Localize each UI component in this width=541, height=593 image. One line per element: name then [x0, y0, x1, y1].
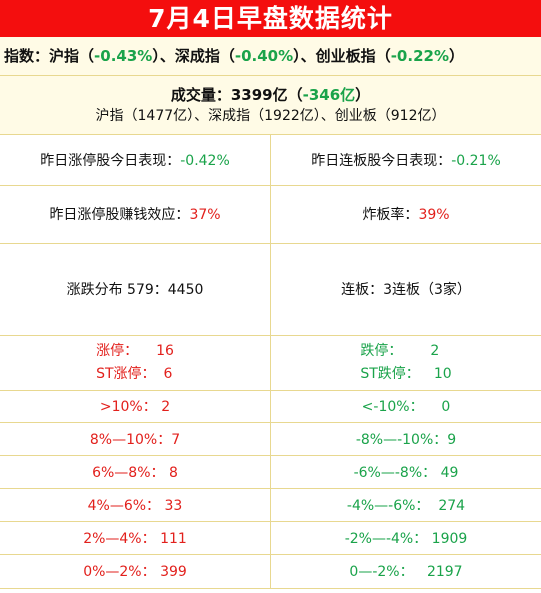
index-sh-name: 沪指 — [49, 47, 80, 65]
range-down-cell: <-10%： 0 — [270, 390, 541, 423]
lb-performance-cell: 昨日连板股今日表现：-0.21% — [270, 135, 541, 186]
range-down-value: 9 — [447, 431, 457, 448]
table-row: >10%： 2 <-10%： 0 — [0, 390, 541, 423]
zt-performance-cell: 昨日涨停股今日表现：-0.42% — [0, 135, 271, 186]
index-cyb-name: 创业板指 — [315, 47, 376, 65]
limit-down-value: 2 — [430, 342, 440, 359]
paren: （ — [79, 47, 95, 65]
range-down-label: -8%—-10%： — [355, 431, 448, 448]
zhaban-label: 炸板率： — [362, 207, 419, 223]
volume-change: -346亿 — [302, 86, 356, 104]
index-sz-value: -0.40% — [234, 47, 294, 65]
zt-profit-label: 昨日涨停股赚钱效应： — [49, 207, 190, 223]
range-up-label: 0%—2%： — [83, 564, 156, 580]
table-row: 涨停： 16 ST涨停： 6 跌停： 2 ST跌停： 10 — [0, 335, 541, 391]
range-up-label: 8%—10%： — [89, 431, 172, 448]
range-down-value: 274 — [438, 497, 466, 514]
lianban-cell: 连板：3连板（3家） — [270, 243, 541, 336]
range-down-value: 0 — [441, 399, 451, 415]
range-down-cell: -6%—-8%： 49 — [270, 455, 541, 489]
range-up-value: 8 — [168, 464, 178, 481]
range-up-cell: 6%—8%： 8 — [0, 455, 271, 489]
paren: ） — [293, 47, 301, 65]
range-down-value: 49 — [440, 464, 459, 481]
lb-performance-value: -0.21% — [451, 152, 501, 169]
range-down-label: -2%—-4%： — [344, 530, 428, 547]
limit-down-label: 跌停： — [360, 342, 403, 359]
table-row: 6%—8%： 8 -6%—-8%： 49 — [0, 455, 541, 489]
separator: 、 — [159, 47, 175, 65]
paren: ） — [355, 86, 371, 104]
st-limit-down-value: 10 — [433, 365, 452, 382]
table-row: 8%—10%：7 -8%—-10%：9 — [0, 422, 541, 456]
range-up-cell: 0%—2%： 399 — [0, 554, 271, 589]
range-up-cell: 8%—10%：7 — [0, 422, 271, 456]
paren: （ — [219, 47, 235, 65]
range-down-label: -6%—-8%： — [353, 464, 437, 481]
range-up-value: 33 — [164, 497, 183, 514]
volume-breakdown: 沪指（1477亿）、深成指（1922亿）、创业板（912亿） — [95, 108, 446, 124]
index-label: 指数： — [4, 47, 50, 65]
range-up-label: 2%—4%： — [83, 530, 156, 547]
range-up-value: 7 — [171, 431, 181, 448]
range-down-cell: 0—-2%： 2197 — [270, 554, 541, 589]
zhaban-value: 39% — [418, 207, 450, 223]
range-down-value: 2197 — [426, 564, 463, 580]
index-cyb-value: -0.22% — [390, 47, 449, 65]
range-up-value: 399 — [160, 564, 187, 580]
paren: （ — [287, 86, 303, 104]
table-row: 昨日涨停股赚钱效应：37% 炸板率：39% — [0, 185, 541, 244]
zt-profit-cell: 昨日涨停股赚钱效应：37% — [0, 185, 271, 244]
range-down-label: -4%—-6%： — [346, 497, 430, 514]
st-limit-up-value: 6 — [163, 365, 173, 382]
table-row: 涨跌分布 579：4450 连板：3连板（3家） — [0, 243, 541, 336]
range-up-cell: 2%—4%： 111 — [0, 521, 271, 555]
volume-amount: 3399亿 — [230, 86, 288, 104]
zt-performance-label: 昨日涨停股今日表现： — [40, 152, 181, 169]
range-down-label: 0—-2%： — [349, 564, 414, 580]
table-row: 昨日涨停股今日表现：-0.42% 昨日连板股今日表现：-0.21% — [0, 135, 541, 186]
volume-label: 成交量： — [170, 86, 231, 104]
index-sh-value: -0.43% — [94, 47, 153, 65]
range-down-cell: -4%—-6%： 274 — [270, 488, 541, 522]
paren: （ — [375, 47, 391, 65]
range-down-value: 1909 — [431, 530, 468, 547]
index-row: 指数：沪指（-0.43%）、深成指（-0.40%）、创业板指（-0.22%） — [0, 37, 541, 76]
range-down-label: <-10%： — [361, 399, 424, 415]
zt-performance-value: -0.42% — [180, 152, 230, 169]
distribution-cell: 涨跌分布 579：4450 — [0, 243, 271, 336]
paren: ） — [152, 47, 160, 65]
limit-up-value: 16 — [156, 342, 174, 359]
st-limit-down-label: ST跌停： — [360, 365, 420, 382]
index-sz-name: 深成指 — [174, 47, 220, 65]
range-up-value: 2 — [161, 399, 171, 415]
table-row: 2%—4%： 111 -2%—-4%： 1909 — [0, 521, 541, 555]
range-up-value: 111 — [160, 530, 187, 547]
limit-up-label: 涨停： — [96, 342, 139, 359]
limit-down-cell: 跌停： 2 ST跌停： 10 — [270, 335, 541, 391]
range-up-label: 6%—8%： — [92, 464, 165, 481]
volume-row: 成交量：3399亿（-346亿） 沪指（1477亿）、深成指（1922亿）、创业… — [0, 76, 541, 135]
st-limit-up-label: ST涨停： — [96, 365, 156, 382]
zhaban-cell: 炸板率：39% — [270, 185, 541, 244]
range-up-label: 4%—6%： — [87, 497, 161, 514]
separator: 、 — [300, 47, 316, 65]
paren: ） — [448, 47, 464, 65]
range-up-cell: >10%： 2 — [0, 390, 271, 423]
limit-up-cell: 涨停： 16 ST涨停： 6 — [0, 335, 271, 391]
range-up-cell: 4%—6%： 33 — [0, 488, 271, 522]
page-title: 7月4日早盘数据统计 — [0, 0, 541, 37]
range-down-cell: -8%—-10%：9 — [270, 422, 541, 456]
range-up-label: >10%： — [99, 399, 157, 415]
zt-profit-value: 37% — [189, 207, 221, 223]
table-row: 0%—2%： 399 0—-2%： 2197 — [0, 554, 541, 589]
table-row: 4%—6%： 33 -4%—-6%： 274 — [0, 488, 541, 522]
lb-performance-label: 昨日连板股今日表现： — [311, 152, 452, 169]
stats-table: 昨日涨停股今日表现：-0.42% 昨日连板股今日表现：-0.21% 昨日涨停股赚… — [0, 135, 541, 589]
range-down-cell: -2%—-4%： 1909 — [270, 521, 541, 555]
